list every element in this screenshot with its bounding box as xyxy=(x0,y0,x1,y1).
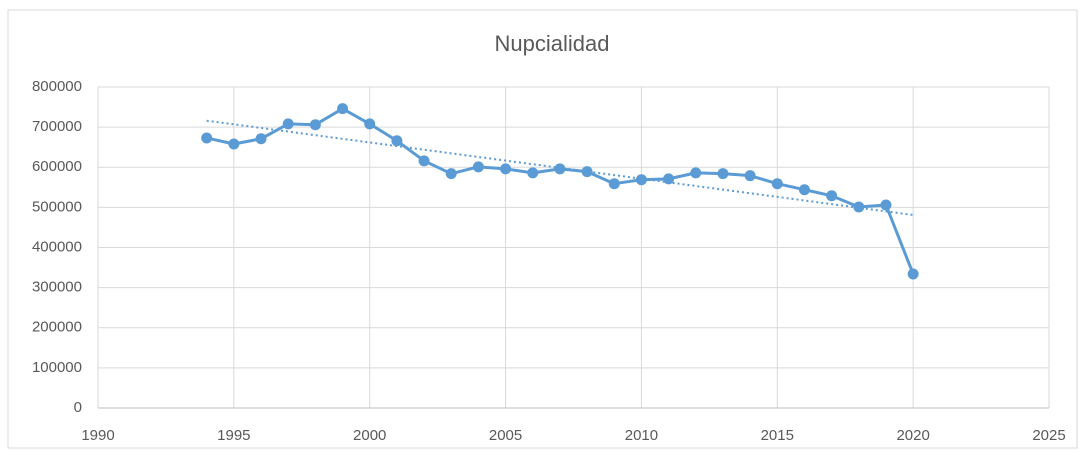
x-tick-label: 1995 xyxy=(217,427,250,444)
point xyxy=(690,167,702,179)
point xyxy=(472,161,484,173)
point xyxy=(391,135,403,147)
point xyxy=(717,168,729,180)
point xyxy=(798,184,810,196)
point xyxy=(255,133,267,145)
point xyxy=(663,173,675,185)
point xyxy=(500,163,512,175)
chart-frame xyxy=(7,9,1078,449)
point xyxy=(418,155,430,167)
y-tick-label: 500000 xyxy=(32,198,82,215)
point xyxy=(853,201,865,213)
point xyxy=(880,199,892,211)
point xyxy=(364,118,376,130)
x-tick-label: 2020 xyxy=(896,427,929,444)
point xyxy=(581,166,593,178)
y-tick-label: 0 xyxy=(74,399,82,416)
point xyxy=(337,103,349,115)
chart-title: Nupcialidad xyxy=(495,31,610,56)
x-tick-label: 2025 xyxy=(1032,427,1065,444)
point xyxy=(228,138,240,150)
point xyxy=(826,190,838,202)
x-tick-label: 2005 xyxy=(489,427,522,444)
y-tick-label: 400000 xyxy=(32,238,82,255)
point xyxy=(608,178,620,190)
y-tick-label: 200000 xyxy=(32,319,82,336)
point xyxy=(554,163,566,175)
point xyxy=(527,167,539,179)
point xyxy=(744,170,756,182)
y-tick-label: 800000 xyxy=(32,78,82,95)
point xyxy=(635,174,647,186)
point xyxy=(282,118,294,130)
y-tick-label: 300000 xyxy=(32,279,82,296)
x-tick-label: 1990 xyxy=(81,427,114,444)
y-tick-label: 700000 xyxy=(32,118,82,135)
x-tick-label: 2000 xyxy=(353,427,386,444)
point xyxy=(445,168,457,180)
point xyxy=(309,119,321,131)
point xyxy=(771,178,783,190)
point xyxy=(201,132,213,144)
y-tick-label: 100000 xyxy=(32,359,82,376)
x-tick-label: 2010 xyxy=(625,427,658,444)
point xyxy=(907,268,919,280)
x-tick-label: 2015 xyxy=(761,427,794,444)
y-tick-label: 600000 xyxy=(32,158,82,175)
